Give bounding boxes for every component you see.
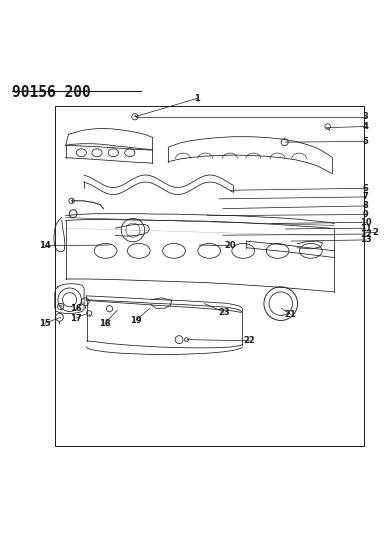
Text: 23: 23 bbox=[218, 308, 230, 317]
Text: 12: 12 bbox=[360, 230, 371, 239]
Text: 21: 21 bbox=[285, 310, 296, 319]
Text: 2: 2 bbox=[372, 228, 378, 237]
Text: 5: 5 bbox=[362, 137, 369, 146]
Text: 22: 22 bbox=[244, 336, 255, 345]
Text: 8: 8 bbox=[363, 201, 368, 211]
Text: 6: 6 bbox=[362, 184, 369, 193]
Text: 1: 1 bbox=[194, 94, 201, 103]
Text: 20: 20 bbox=[224, 241, 236, 251]
Text: 11: 11 bbox=[360, 224, 371, 233]
Bar bbox=[55, 106, 364, 446]
Text: 3: 3 bbox=[363, 112, 368, 121]
Text: 17: 17 bbox=[70, 313, 82, 322]
Text: 7: 7 bbox=[363, 192, 368, 201]
Text: 13: 13 bbox=[360, 236, 371, 245]
Text: 15: 15 bbox=[39, 319, 51, 328]
Text: 16: 16 bbox=[70, 304, 82, 313]
Text: 18: 18 bbox=[99, 319, 111, 328]
Text: 9: 9 bbox=[363, 210, 368, 219]
Text: 19: 19 bbox=[130, 316, 142, 325]
Text: 14: 14 bbox=[39, 241, 51, 251]
Text: 4: 4 bbox=[362, 122, 369, 131]
Text: 10: 10 bbox=[360, 218, 371, 227]
Text: 90156 200: 90156 200 bbox=[12, 85, 90, 100]
